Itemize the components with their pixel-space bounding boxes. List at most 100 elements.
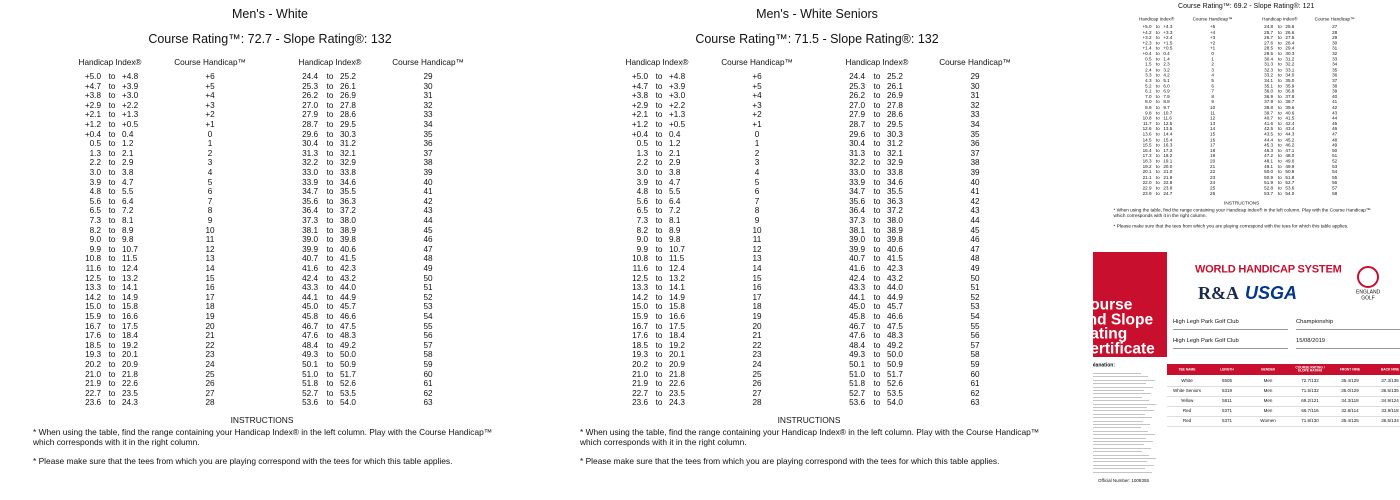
index-high: 36.8 bbox=[1285, 88, 1295, 94]
cert-cell: 71.8/130 bbox=[1301, 417, 1319, 423]
course-handicap: 3 bbox=[207, 158, 213, 168]
index-high: 17.5 bbox=[669, 321, 685, 331]
index-high: 29.5 bbox=[887, 119, 903, 129]
range-word: to bbox=[655, 379, 663, 389]
index-low: 21.0 bbox=[85, 369, 101, 379]
index-high: +3.0 bbox=[122, 91, 139, 101]
index-high: 7.2 bbox=[669, 206, 681, 216]
index-low: 44.1 bbox=[849, 292, 865, 302]
course-handicap: 15 bbox=[1210, 131, 1216, 137]
course-handicap: 56 bbox=[423, 331, 433, 341]
range-word: to bbox=[326, 177, 334, 187]
course-handicap: 26 bbox=[752, 379, 762, 389]
index-high: 51.7 bbox=[887, 369, 903, 379]
range-word: to bbox=[326, 119, 334, 129]
index-low: 46.7 bbox=[302, 321, 318, 331]
index-low: 3.3 bbox=[1145, 72, 1152, 78]
index-low: 33.9 bbox=[849, 177, 865, 187]
range-word: to bbox=[326, 215, 334, 225]
index-low: +1.4 bbox=[1142, 45, 1152, 51]
range-word: to bbox=[873, 225, 881, 235]
range-word: to bbox=[873, 263, 881, 273]
banner-text: Certificate bbox=[1093, 339, 1155, 357]
range-word: to bbox=[1277, 67, 1282, 73]
index-low: 18.5 bbox=[632, 340, 648, 350]
course-handicap: 40 bbox=[423, 177, 433, 187]
index-low: 30.4 bbox=[1264, 56, 1274, 62]
explanation-line bbox=[1093, 441, 1153, 442]
course-handicap: 2 bbox=[207, 148, 213, 158]
index-low: 29.6 bbox=[849, 129, 865, 139]
index-low: 43.3 bbox=[302, 283, 318, 293]
range-word: to bbox=[655, 71, 663, 81]
cert-column-header: GENDER bbox=[1260, 366, 1276, 371]
index-high: 8.8 bbox=[1163, 99, 1170, 105]
range-word: to bbox=[1277, 126, 1282, 132]
range-word: to bbox=[1277, 153, 1282, 159]
range-word: to bbox=[326, 340, 334, 350]
course-handicap: +5 bbox=[205, 81, 215, 91]
index-low: 3.9 bbox=[89, 177, 101, 187]
course-handicap: 13 bbox=[1210, 121, 1216, 127]
range-word: to bbox=[655, 263, 663, 273]
course-handicap: 48 bbox=[423, 254, 433, 264]
range-word: to bbox=[108, 254, 116, 264]
index-high: 8.9 bbox=[122, 225, 134, 235]
index-high: 0.4 bbox=[1163, 51, 1170, 57]
index-low: +1.2 bbox=[84, 119, 101, 129]
index-low: 15.9 bbox=[85, 311, 101, 321]
course-handicap: 13 bbox=[205, 254, 215, 264]
index-high: 44.9 bbox=[340, 292, 356, 302]
course-handicap: 62 bbox=[423, 388, 433, 398]
index-low: 16.7 bbox=[85, 321, 101, 331]
index-low: 50.0 bbox=[1264, 169, 1274, 175]
index-high: 45.7 bbox=[887, 302, 903, 312]
index-low: 25.7 bbox=[1264, 29, 1274, 35]
instruction-note: * When using the table, find the range c… bbox=[33, 427, 493, 448]
range-word: to bbox=[326, 273, 334, 283]
range-word: to bbox=[1155, 72, 1160, 78]
index-low: 43.3 bbox=[849, 283, 865, 293]
index-high: +1.3 bbox=[669, 110, 686, 120]
field-line bbox=[1173, 329, 1288, 330]
range-word: to bbox=[655, 139, 663, 149]
index-high: 4.7 bbox=[122, 177, 134, 187]
index-low: +2.1 bbox=[84, 110, 101, 120]
course-handicap: 19 bbox=[752, 311, 762, 321]
index-low: +3.8 bbox=[84, 91, 101, 101]
course-handicap: 41 bbox=[970, 187, 980, 197]
range-word: to bbox=[1155, 104, 1160, 110]
index-low: +1.2 bbox=[631, 119, 648, 129]
range-word: to bbox=[655, 215, 663, 225]
index-low: 39.0 bbox=[849, 235, 865, 245]
cert-cell: Red bbox=[1182, 417, 1192, 423]
index-high: 43.2 bbox=[887, 273, 903, 283]
index-low: +3.8 bbox=[631, 91, 648, 101]
index-low: 27.6 bbox=[1264, 40, 1274, 46]
range-word: to bbox=[326, 91, 334, 101]
course-handicap: +4 bbox=[205, 91, 215, 101]
range-word: to bbox=[1155, 110, 1160, 116]
index-high: +0.5 bbox=[122, 119, 139, 129]
cert-cell: 34.9/124 bbox=[1381, 397, 1399, 403]
range-word: to bbox=[1155, 153, 1160, 159]
range-word: to bbox=[1277, 115, 1282, 121]
course-handicap: 25 bbox=[752, 369, 762, 379]
index-low: 41.6 bbox=[302, 263, 318, 273]
index-low: 28.7 bbox=[849, 119, 865, 129]
index-high: 4.2 bbox=[1163, 72, 1170, 78]
course-handicap: 9 bbox=[1211, 99, 1214, 105]
course-handicap: 2 bbox=[754, 148, 760, 158]
row-line bbox=[1167, 406, 1400, 407]
index-high: +4.8 bbox=[122, 71, 139, 81]
index-low: 2.2 bbox=[636, 158, 648, 168]
index-low: 12.5 bbox=[632, 273, 648, 283]
index-high: 49.2 bbox=[887, 340, 903, 350]
handicap-table: Men's - White Seniors Course Rating™: 71.… bbox=[547, 0, 1087, 500]
index-low: 9.9 bbox=[89, 244, 101, 254]
index-low: 11.7 bbox=[1142, 121, 1152, 127]
course-handicap: 31 bbox=[970, 91, 980, 101]
index-high: 50.9 bbox=[340, 359, 356, 369]
range-word: to bbox=[1277, 164, 1282, 170]
instruction-note: * Please make sure that the tees from wh… bbox=[1113, 223, 1349, 229]
